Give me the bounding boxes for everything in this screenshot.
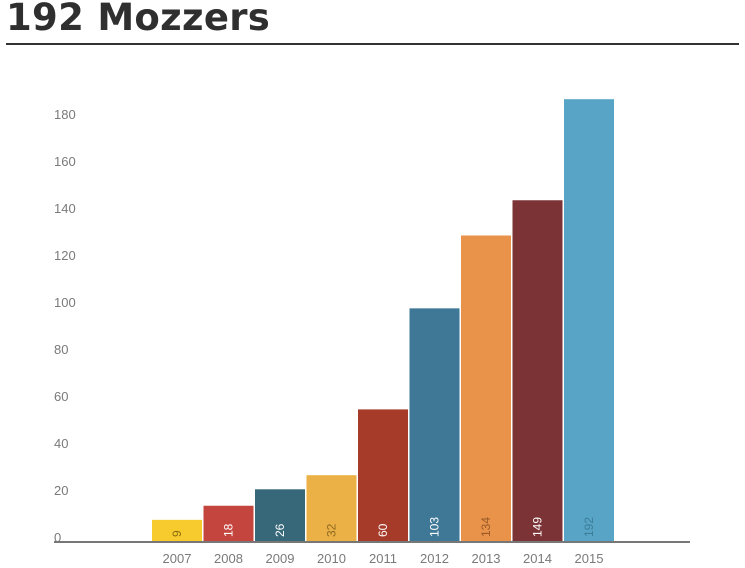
data-label-2009: 26: [273, 523, 287, 537]
x-axis-line: [54, 541, 690, 543]
bar-2007: [152, 519, 202, 541]
x-tick-label: 2013: [472, 551, 501, 566]
bars: [152, 99, 614, 541]
data-label-2007: 9: [170, 530, 184, 537]
y-axis: 0 20 40 60 80 100 120 140 160 180: [54, 107, 76, 545]
title-divider: [6, 43, 739, 45]
data-label-2010: 32: [325, 523, 339, 537]
x-tick-label: 2015: [575, 551, 604, 566]
bar-2009: [255, 489, 305, 541]
data-label-2014: 149: [531, 517, 545, 537]
y-tick-label: 80: [54, 342, 68, 357]
data-label-2008: 18: [222, 523, 236, 537]
data-label-2011: 60: [376, 523, 390, 537]
x-tick-label: 2012: [420, 551, 449, 566]
y-tick-label: 60: [54, 389, 68, 404]
y-tick-label: 0: [54, 530, 61, 545]
y-tick-label: 140: [54, 201, 76, 216]
data-label-2015: 192: [582, 517, 596, 537]
y-tick-label: 120: [54, 248, 76, 263]
x-tick-label: 2010: [317, 551, 346, 566]
x-tick-label: 2007: [163, 551, 192, 566]
data-label-2013: 134: [479, 517, 493, 537]
x-tick-label: 2014: [523, 551, 552, 566]
bar-2015: [564, 99, 614, 541]
x-tick-label: 2008: [214, 551, 243, 566]
bar-2011: [358, 409, 408, 541]
y-tick-label: 20: [54, 483, 68, 498]
bar-2012: [409, 308, 460, 541]
y-tick-label: 160: [54, 154, 76, 169]
bar-2008: [203, 505, 254, 541]
x-axis: 2007 2008 2009 2010 2011 2012 2013 2014 2015: [54, 541, 690, 566]
bar-2010: [306, 475, 357, 541]
data-labels: 9 18 26 32 60 103 134 149 192: [170, 517, 596, 537]
x-tick-label: 2009: [266, 551, 295, 566]
data-label-2012: 103: [428, 517, 442, 537]
bar-2014: [512, 200, 563, 541]
y-tick-label: 180: [54, 107, 76, 122]
page-title: 192 Mozzers: [6, 0, 271, 39]
x-tick-label: 2011: [369, 551, 397, 566]
bar-2013: [461, 235, 511, 541]
y-tick-label: 40: [54, 436, 68, 451]
y-tick-label: 100: [54, 295, 76, 310]
